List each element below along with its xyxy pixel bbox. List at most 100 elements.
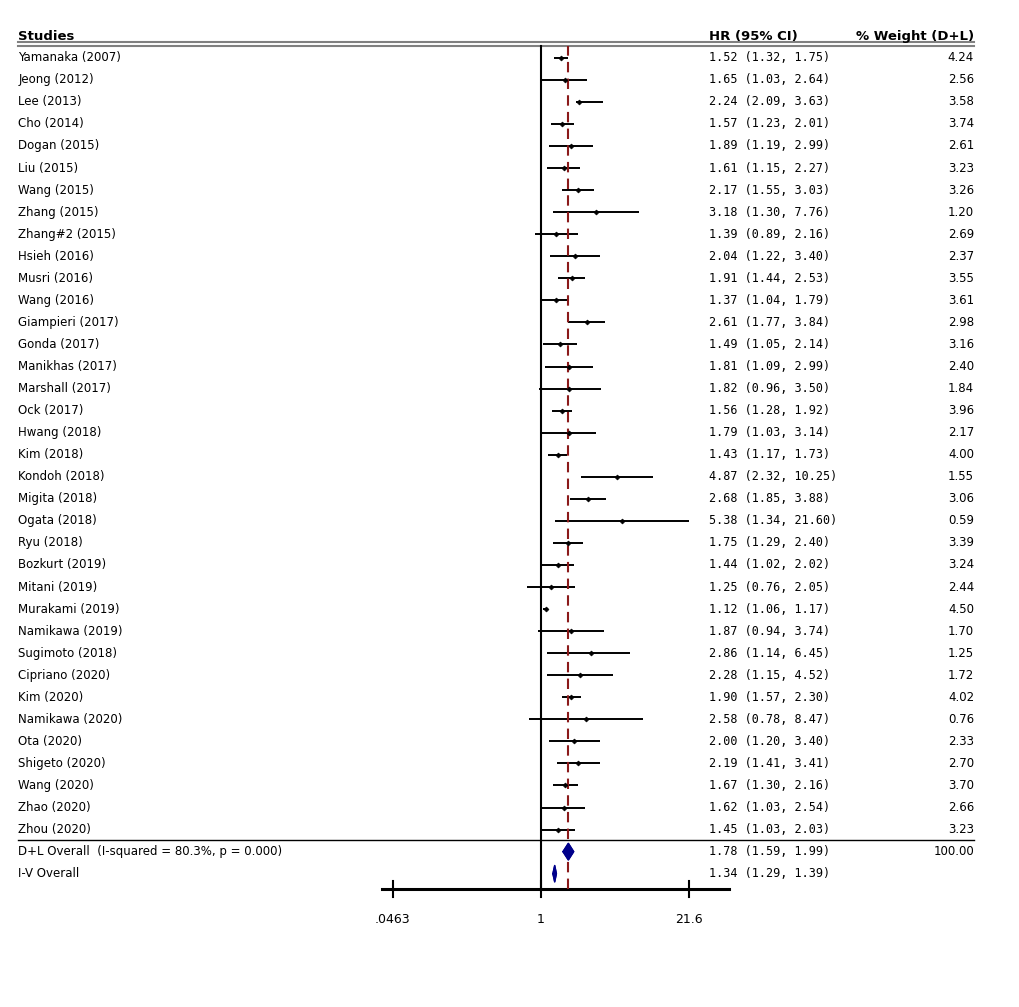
Text: 1.20: 1.20	[947, 205, 973, 219]
Text: 3.70: 3.70	[948, 779, 973, 792]
Text: Ock (2017): Ock (2017)	[18, 404, 84, 417]
Text: I-V Overall: I-V Overall	[18, 867, 79, 880]
Text: 1.12 (1.06, 1.17): 1.12 (1.06, 1.17)	[708, 602, 829, 615]
Text: 2.37: 2.37	[947, 250, 973, 263]
Text: 3.18 (1.30, 7.76): 3.18 (1.30, 7.76)	[708, 205, 829, 219]
Text: Hwang (2018): Hwang (2018)	[18, 426, 102, 439]
Text: 1.57 (1.23, 2.01): 1.57 (1.23, 2.01)	[708, 118, 829, 131]
Text: Kondoh (2018): Kondoh (2018)	[18, 470, 105, 483]
Text: 1.44 (1.02, 2.02): 1.44 (1.02, 2.02)	[708, 559, 829, 571]
Text: Wang (2020): Wang (2020)	[18, 779, 94, 792]
Text: Sugimoto (2018): Sugimoto (2018)	[18, 646, 117, 660]
Text: Cipriano (2020): Cipriano (2020)	[18, 669, 110, 682]
Text: 3.26: 3.26	[947, 183, 973, 196]
Text: Migita (2018): Migita (2018)	[18, 492, 98, 506]
Text: 2.69: 2.69	[947, 228, 973, 241]
Text: 2.58 (0.78, 8.47): 2.58 (0.78, 8.47)	[708, 713, 829, 726]
Text: Zhang#2 (2015): Zhang#2 (2015)	[18, 228, 116, 241]
Text: 4.50: 4.50	[948, 602, 973, 615]
Text: Mitani (2019): Mitani (2019)	[18, 580, 98, 593]
Text: 3.39: 3.39	[948, 537, 973, 550]
Text: Wang (2016): Wang (2016)	[18, 294, 95, 307]
Text: 2.61 (1.77, 3.84): 2.61 (1.77, 3.84)	[708, 316, 829, 329]
Text: Cho (2014): Cho (2014)	[18, 118, 84, 131]
Text: Murakami (2019): Murakami (2019)	[18, 602, 120, 615]
Text: Lee (2013): Lee (2013)	[18, 96, 82, 109]
Text: Kim (2018): Kim (2018)	[18, 448, 84, 461]
Polygon shape	[552, 865, 556, 882]
Text: 2.17: 2.17	[947, 426, 973, 439]
Text: Ota (2020): Ota (2020)	[18, 735, 83, 748]
Text: Gonda (2017): Gonda (2017)	[18, 338, 100, 351]
Text: Zhang (2015): Zhang (2015)	[18, 205, 99, 219]
Text: Bozkurt (2019): Bozkurt (2019)	[18, 559, 106, 571]
Text: 1.70: 1.70	[947, 624, 973, 637]
Text: 3.23: 3.23	[948, 823, 973, 836]
Text: 1.78 (1.59, 1.99): 1.78 (1.59, 1.99)	[708, 845, 829, 858]
Text: 2.17 (1.55, 3.03): 2.17 (1.55, 3.03)	[708, 183, 829, 196]
Text: 1.62 (1.03, 2.54): 1.62 (1.03, 2.54)	[708, 801, 829, 814]
Text: Studies: Studies	[18, 30, 74, 43]
Text: 1.72: 1.72	[947, 669, 973, 682]
Text: Ryu (2018): Ryu (2018)	[18, 537, 83, 550]
Text: 2.44: 2.44	[947, 580, 973, 593]
Text: 3.06: 3.06	[948, 492, 973, 506]
Text: 2.40: 2.40	[947, 361, 973, 373]
Text: Marshall (2017): Marshall (2017)	[18, 382, 111, 395]
Text: 1.45 (1.03, 2.03): 1.45 (1.03, 2.03)	[708, 823, 829, 836]
Text: 1.43 (1.17, 1.73): 1.43 (1.17, 1.73)	[708, 448, 829, 461]
Text: Zhou (2020): Zhou (2020)	[18, 823, 91, 836]
Text: 1.82 (0.96, 3.50): 1.82 (0.96, 3.50)	[708, 382, 829, 395]
Text: 1.91 (1.44, 2.53): 1.91 (1.44, 2.53)	[708, 272, 829, 285]
Text: 21.6: 21.6	[674, 913, 702, 926]
Text: 2.00 (1.20, 3.40): 2.00 (1.20, 3.40)	[708, 735, 829, 748]
Text: 4.87 (2.32, 10.25): 4.87 (2.32, 10.25)	[708, 470, 837, 483]
Polygon shape	[562, 843, 573, 860]
Text: 1.81 (1.09, 2.99): 1.81 (1.09, 2.99)	[708, 361, 829, 373]
Text: Namikawa (2019): Namikawa (2019)	[18, 624, 122, 637]
Text: 3.16: 3.16	[947, 338, 973, 351]
Text: 1.25 (0.76, 2.05): 1.25 (0.76, 2.05)	[708, 580, 829, 593]
Text: 1: 1	[536, 913, 544, 926]
Text: 2.66: 2.66	[947, 801, 973, 814]
Text: 1.37 (1.04, 1.79): 1.37 (1.04, 1.79)	[708, 294, 829, 307]
Text: HR (95% CI): HR (95% CI)	[708, 30, 797, 43]
Text: 1.25: 1.25	[947, 646, 973, 660]
Text: Shigeto (2020): Shigeto (2020)	[18, 757, 106, 770]
Text: 4.02: 4.02	[947, 691, 973, 704]
Text: Yamanaka (2007): Yamanaka (2007)	[18, 51, 121, 64]
Text: 1.87 (0.94, 3.74): 1.87 (0.94, 3.74)	[708, 624, 829, 637]
Text: 1.52 (1.32, 1.75): 1.52 (1.32, 1.75)	[708, 51, 829, 64]
Text: 2.70: 2.70	[947, 757, 973, 770]
Text: Ogata (2018): Ogata (2018)	[18, 515, 97, 528]
Text: 2.28 (1.15, 4.52): 2.28 (1.15, 4.52)	[708, 669, 829, 682]
Text: Manikhas (2017): Manikhas (2017)	[18, 361, 117, 373]
Text: 1.89 (1.19, 2.99): 1.89 (1.19, 2.99)	[708, 140, 829, 152]
Text: 0.76: 0.76	[947, 713, 973, 726]
Text: Zhao (2020): Zhao (2020)	[18, 801, 91, 814]
Text: 3.74: 3.74	[947, 118, 973, 131]
Text: 100.00: 100.00	[932, 845, 973, 858]
Text: 2.33: 2.33	[948, 735, 973, 748]
Text: Hsieh (2016): Hsieh (2016)	[18, 250, 94, 263]
Text: D+L Overall  (I-squared = 80.3%, p = 0.000): D+L Overall (I-squared = 80.3%, p = 0.00…	[18, 845, 282, 858]
Text: 1.39 (0.89, 2.16): 1.39 (0.89, 2.16)	[708, 228, 829, 241]
Text: 0.59: 0.59	[948, 515, 973, 528]
Text: 2.68 (1.85, 3.88): 2.68 (1.85, 3.88)	[708, 492, 829, 506]
Text: 3.58: 3.58	[948, 96, 973, 109]
Text: 4.00: 4.00	[948, 448, 973, 461]
Text: 1.49 (1.05, 2.14): 1.49 (1.05, 2.14)	[708, 338, 829, 351]
Text: .0463: .0463	[375, 913, 410, 926]
Text: 3.61: 3.61	[947, 294, 973, 307]
Text: 2.61: 2.61	[947, 140, 973, 152]
Text: Jeong (2012): Jeong (2012)	[18, 74, 94, 87]
Text: 1.65 (1.03, 2.64): 1.65 (1.03, 2.64)	[708, 74, 829, 87]
Text: Kim (2020): Kim (2020)	[18, 691, 84, 704]
Text: 2.56: 2.56	[947, 74, 973, 87]
Text: % Weight (D+L): % Weight (D+L)	[855, 30, 973, 43]
Text: Wang (2015): Wang (2015)	[18, 183, 94, 196]
Text: 3.24: 3.24	[947, 559, 973, 571]
Text: 1.55: 1.55	[948, 470, 973, 483]
Text: 5.38 (1.34, 21.60): 5.38 (1.34, 21.60)	[708, 515, 837, 528]
Text: 1.56 (1.28, 1.92): 1.56 (1.28, 1.92)	[708, 404, 829, 417]
